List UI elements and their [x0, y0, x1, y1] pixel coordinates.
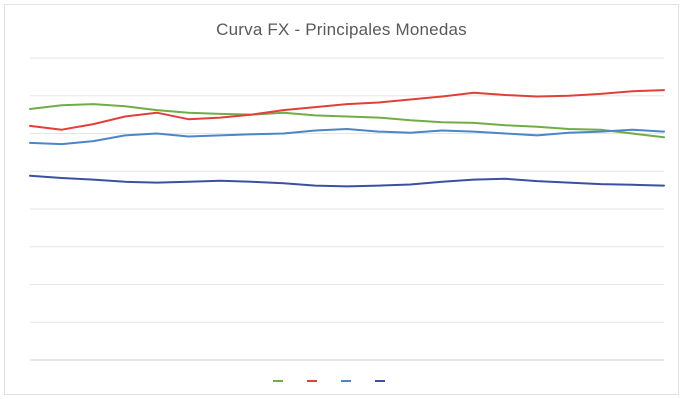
chart-title: Curva FX - Principales Monedas [216, 20, 467, 39]
series-line-0 [29, 103, 665, 139]
series-line-2 [29, 128, 665, 146]
series-lines [29, 89, 665, 188]
chart-frame [4, 4, 679, 395]
series-line-3 [29, 174, 665, 188]
series-line-1 [29, 89, 665, 131]
